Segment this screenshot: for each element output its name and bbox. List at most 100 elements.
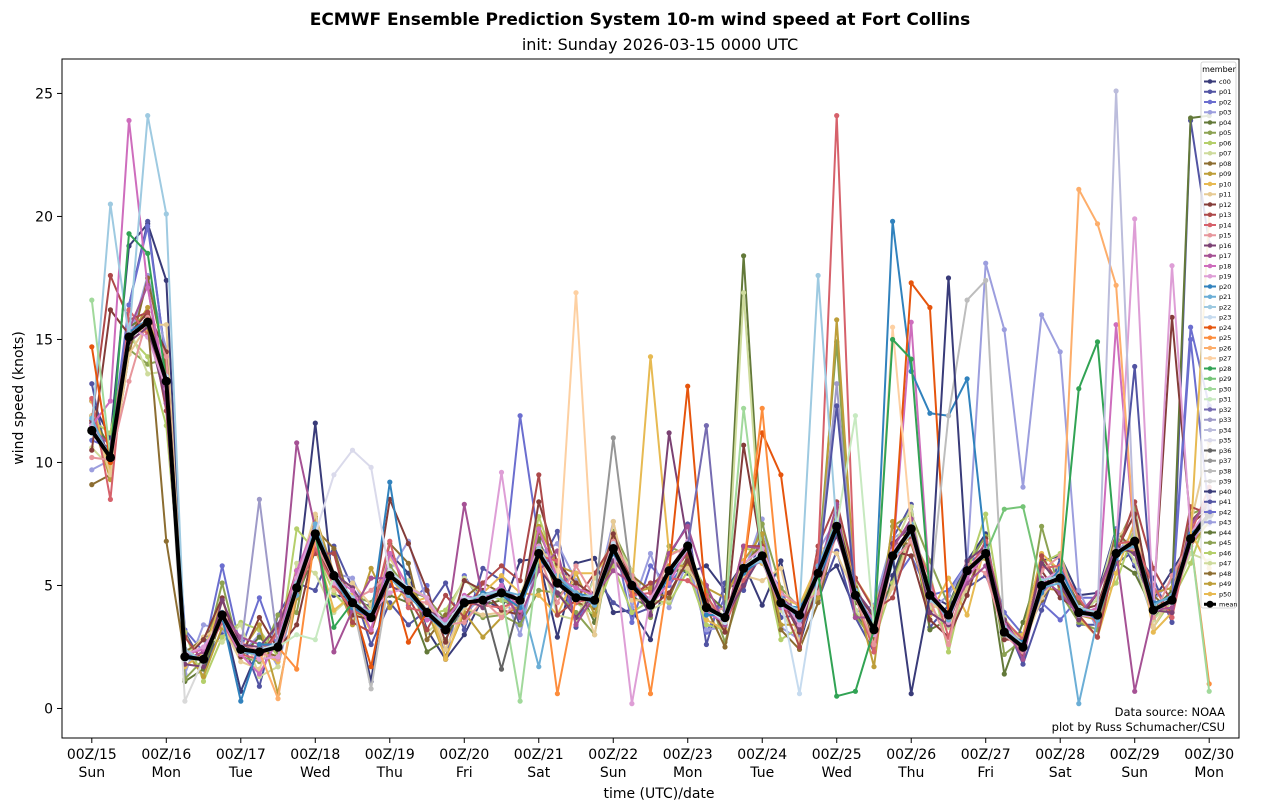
legend-label: p23 xyxy=(1219,314,1231,322)
legend-entry-p17: p17 xyxy=(1204,252,1231,260)
data-point xyxy=(890,218,896,224)
mean-point xyxy=(236,644,246,655)
legend-entry-p14: p14 xyxy=(1204,221,1231,229)
data-point xyxy=(126,378,132,384)
data-point xyxy=(312,521,318,527)
data-point xyxy=(517,558,523,564)
legend-swatch-marker xyxy=(1207,243,1213,248)
x-tick-day: Sat xyxy=(1049,765,1072,781)
legend-entry-mean: mean xyxy=(1204,601,1237,609)
data-point xyxy=(219,639,225,645)
data-point xyxy=(331,546,337,552)
legend-swatch-marker xyxy=(1207,150,1213,156)
x-axis-ticks: 00Z/15 Sun 00Z/16 Mon 00Z/17 Tue 00Z/18 Wed 00Z/… xyxy=(67,738,1234,781)
x-tick-label: 00Z/19 xyxy=(365,747,415,763)
data-point xyxy=(107,398,113,404)
legend-swatch-marker xyxy=(1207,437,1213,443)
data-point xyxy=(703,641,710,648)
legend-label: p10 xyxy=(1219,180,1231,188)
mean-point xyxy=(292,583,302,593)
data-point xyxy=(145,285,151,291)
legend-swatch-marker xyxy=(1207,140,1213,146)
legend-swatch-marker xyxy=(1207,499,1213,505)
data-point xyxy=(964,612,970,618)
x-tick-day: Sun xyxy=(78,765,105,781)
data-point xyxy=(610,518,616,525)
mean-point xyxy=(366,612,376,623)
mean-point xyxy=(441,625,451,635)
data-point xyxy=(796,627,803,633)
data-point xyxy=(573,609,579,616)
data-point xyxy=(908,280,914,286)
legend-label: p13 xyxy=(1219,211,1231,219)
data-point xyxy=(387,590,393,596)
legend-swatch-marker xyxy=(1207,294,1213,300)
mean-point xyxy=(981,548,991,559)
x-tick-day: Thu xyxy=(376,765,403,781)
data-point xyxy=(629,701,635,707)
legend-swatch-marker xyxy=(1207,407,1213,412)
data-point xyxy=(1001,671,1007,677)
mean-point xyxy=(794,610,805,620)
data-point xyxy=(200,678,207,685)
data-point xyxy=(424,617,430,623)
data-point xyxy=(1132,570,1138,576)
data-point xyxy=(200,637,207,643)
data-point xyxy=(349,587,356,594)
legend-label: p22 xyxy=(1219,303,1231,311)
data-point xyxy=(145,371,151,377)
mean-point xyxy=(590,595,600,605)
legend-entry-p37: p37 xyxy=(1204,457,1231,465)
data-point xyxy=(1113,322,1119,328)
legend-entry-p16: p16 xyxy=(1204,242,1231,250)
data-point xyxy=(1001,327,1007,333)
legend-swatch-marker xyxy=(1207,550,1213,556)
data-point xyxy=(89,395,95,402)
data-point xyxy=(163,538,169,544)
data-point xyxy=(1057,349,1063,355)
x-axis-label: time (UTC)/date xyxy=(603,786,714,802)
data-point xyxy=(573,290,579,296)
data-point xyxy=(536,592,542,598)
data-point xyxy=(238,698,244,704)
data-point xyxy=(443,607,449,613)
legend-entry-p32: p32 xyxy=(1204,406,1231,414)
data-point xyxy=(927,617,933,623)
mean-point xyxy=(1111,548,1121,559)
y-axis-label: wind speed (knots) xyxy=(11,331,27,465)
legend-entry-p24: p24 xyxy=(1204,324,1231,332)
mean-point xyxy=(385,571,395,581)
legend-entry-p12: p12 xyxy=(1204,201,1231,209)
x-tick-label: 00Z/15 xyxy=(67,747,117,763)
mean-point xyxy=(273,642,283,652)
legend-swatch-marker xyxy=(1207,222,1213,228)
data-point xyxy=(294,440,300,446)
x-tick-day: Fri xyxy=(977,765,994,781)
mean-point xyxy=(869,625,879,635)
legend-swatch-marker xyxy=(1207,79,1213,84)
legend-entry-p46: p46 xyxy=(1204,549,1231,557)
data-point xyxy=(983,277,989,283)
mean-point xyxy=(161,376,171,386)
data-point xyxy=(592,555,598,562)
data-point xyxy=(200,664,207,670)
x-tick-label: 00Z/16 xyxy=(141,747,191,763)
legend-swatch-marker xyxy=(1207,489,1213,494)
x-tick-day: Sun xyxy=(600,765,627,781)
data-point xyxy=(778,637,784,643)
data-point xyxy=(219,634,225,640)
legend-label: p05 xyxy=(1219,129,1231,137)
data-point xyxy=(536,499,542,505)
x-tick-day: Tue xyxy=(749,765,774,781)
data-point xyxy=(1020,656,1026,662)
data-point xyxy=(1076,701,1082,707)
legend-swatch-marker xyxy=(1207,530,1213,535)
legend-entry-p47: p47 xyxy=(1204,560,1231,568)
data-point xyxy=(145,304,151,311)
data-point xyxy=(331,472,337,478)
legend-swatch-marker xyxy=(1207,325,1213,330)
data-point xyxy=(1001,651,1007,658)
data-point xyxy=(945,641,952,648)
legend-entry-p27: p27 xyxy=(1204,355,1231,363)
legend-label: p15 xyxy=(1219,232,1231,240)
